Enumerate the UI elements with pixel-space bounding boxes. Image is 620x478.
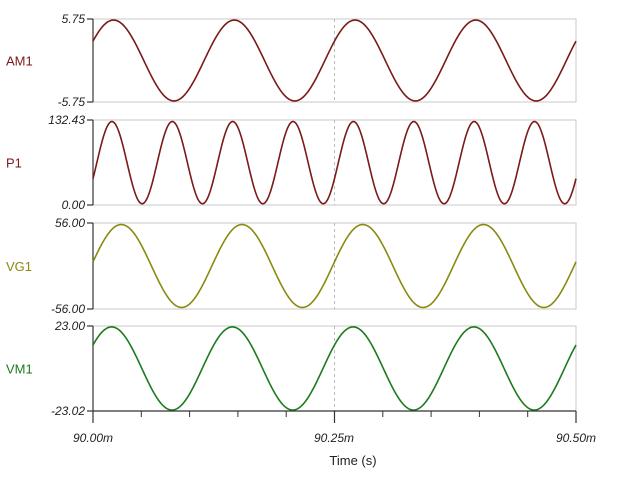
y-bottom-label: 0.00 xyxy=(62,198,86,212)
series-line-am1 xyxy=(92,19,577,102)
series-line-p1 xyxy=(92,120,577,205)
y-top-label: 56.00 xyxy=(55,216,85,230)
x-tick-label-1: 90.25m xyxy=(314,431,354,445)
panel-am1: 5.75 -5.75 AM1 xyxy=(6,12,577,109)
x-axis: 90.00m 90.25m 90.50m Time (s) xyxy=(73,410,596,468)
x-tick-label-2: 90.50m xyxy=(556,431,596,445)
signal-name: VG1 xyxy=(6,259,32,274)
x-tick-label-0: 90.00m xyxy=(73,431,113,445)
signal-name: AM1 xyxy=(6,54,33,69)
panel-vm1: 23.00 -23.02 VM1 xyxy=(6,319,577,418)
signal-name: P1 xyxy=(6,156,22,171)
signal-name: VM1 xyxy=(6,362,33,377)
series-line-vg1 xyxy=(92,223,577,309)
y-bottom-label: -23.02 xyxy=(51,404,85,418)
y-bottom-label: -56.00 xyxy=(51,302,85,316)
panel-vg1: 56.00 -56.00 VG1 xyxy=(6,216,577,316)
x-axis-ticks xyxy=(92,410,577,423)
panel-p1: 132.43 0.00 P1 xyxy=(6,113,577,212)
x-axis-label: Time (s) xyxy=(329,453,376,468)
y-top-label: 5.75 xyxy=(62,12,86,26)
y-top-label: 23.00 xyxy=(54,319,85,333)
y-top-label: 132.43 xyxy=(48,113,85,127)
panels-group: 5.75 -5.75 AM1 132.43 0.00 P1 56.00 -56.00 VG1 23… xyxy=(6,12,577,418)
y-bottom-label: -5.75 xyxy=(58,95,86,109)
series-line-vm1 xyxy=(92,326,577,411)
